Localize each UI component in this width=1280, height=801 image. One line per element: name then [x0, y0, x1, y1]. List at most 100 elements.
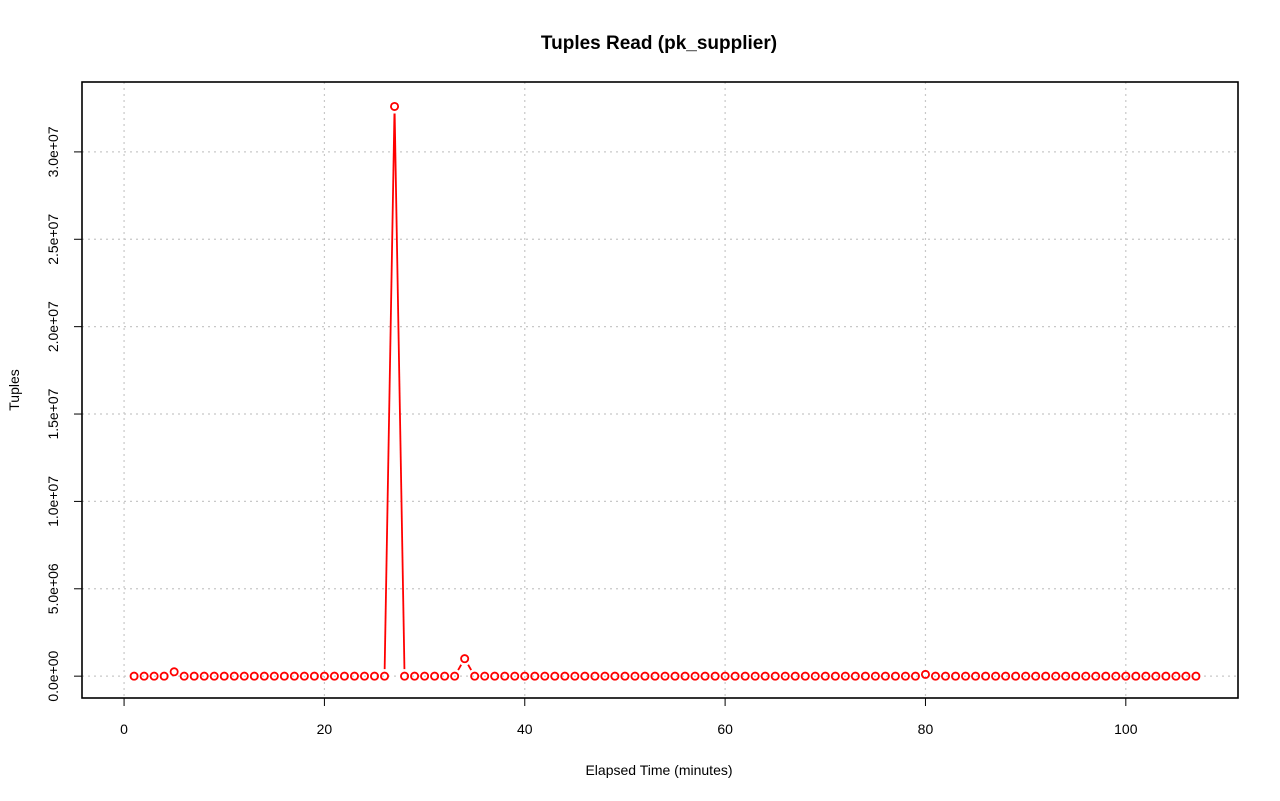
y-tick-label: 1.5e+07: [45, 388, 61, 439]
y-axis: 0.0e+00 5.0e+06 1.0e+07 1.5e+07 2.0e+07 2.5e+…: [45, 126, 83, 702]
data-point: [790, 671, 800, 681]
data-point: [650, 671, 660, 681]
data-point: [269, 671, 279, 681]
data-point: [1021, 671, 1031, 681]
data-point: [309, 671, 319, 681]
data-point: [720, 671, 730, 681]
data-series: [129, 101, 1201, 681]
data-point: [470, 671, 480, 681]
data-point: [620, 671, 630, 681]
data-point: [510, 671, 520, 681]
data-point: [209, 671, 219, 681]
data-point: [1001, 671, 1011, 681]
data-point: [1081, 671, 1091, 681]
data-point: [259, 671, 269, 681]
data-point: [319, 671, 329, 681]
series-line-segment: [383, 113, 396, 670]
data-point: [1121, 671, 1131, 681]
data-point: [930, 671, 940, 681]
data-point: [1091, 671, 1101, 681]
data-point: [660, 671, 670, 681]
data-point: [730, 671, 740, 681]
data-point: [159, 671, 169, 681]
data-point: [1071, 671, 1081, 681]
data-point: [1181, 671, 1191, 681]
data-point: [329, 671, 339, 681]
data-point: [610, 671, 620, 681]
x-axis-label: Elapsed Time (minutes): [585, 762, 732, 778]
data-point: [820, 671, 830, 681]
series-line-segment: [467, 664, 472, 671]
x-tick-label: 0: [120, 721, 128, 737]
x-tick-label: 60: [717, 721, 733, 737]
data-point: [1111, 671, 1121, 681]
data-point: [1161, 671, 1171, 681]
plot-frame: [81, 81, 1239, 699]
data-point: [1031, 671, 1041, 681]
data-point: [129, 671, 139, 681]
y-tick-label: 2.0e+07: [45, 301, 61, 352]
data-point: [870, 671, 880, 681]
data-point: [239, 671, 249, 681]
data-point: [860, 671, 870, 681]
data-point: [460, 654, 470, 664]
data-point: [600, 671, 610, 681]
y-tick-label: 3.0e+07: [45, 126, 61, 177]
data-point: [149, 671, 159, 681]
data-point: [139, 671, 149, 681]
data-point: [570, 671, 580, 681]
x-tick-label: 40: [517, 721, 533, 737]
data-point: [380, 671, 390, 681]
data-point: [840, 671, 850, 681]
data-point: [1131, 671, 1141, 681]
data-point: [940, 671, 950, 681]
data-point: [339, 671, 349, 681]
data-point: [359, 671, 369, 681]
data-point: [540, 671, 550, 681]
data-point: [580, 671, 590, 681]
series-line-segment: [457, 664, 462, 671]
x-tick-label: 20: [317, 721, 333, 737]
data-point: [1151, 671, 1161, 681]
data-point: [670, 671, 680, 681]
data-point: [640, 671, 650, 681]
data-point: [480, 671, 490, 681]
data-point: [740, 671, 750, 681]
data-point: [1101, 671, 1111, 681]
data-point: [249, 671, 259, 681]
data-point: [400, 671, 410, 681]
data-point: [420, 671, 430, 681]
data-point: [710, 671, 720, 681]
data-point: [229, 671, 239, 681]
y-tick-label: 1.0e+07: [45, 476, 61, 527]
x-axis: 0 20 40 60 80 100: [120, 697, 1138, 737]
data-point: [961, 671, 971, 681]
data-point: [920, 669, 930, 679]
data-point: [890, 671, 900, 681]
data-point: [770, 671, 780, 681]
data-point: [1061, 671, 1071, 681]
data-point: [1141, 671, 1151, 681]
data-point: [430, 671, 440, 681]
data-point: [530, 671, 540, 681]
data-point: [780, 671, 790, 681]
x-tick-label: 100: [1114, 721, 1138, 737]
data-point: [179, 671, 189, 681]
data-point: [299, 671, 309, 681]
data-point: [810, 671, 820, 681]
series-line-segment: [393, 113, 406, 670]
grid: [82, 82, 1238, 698]
data-point: [520, 671, 530, 681]
data-point: [690, 671, 700, 681]
data-point: [1041, 671, 1051, 681]
data-point: [850, 671, 860, 681]
data-point: [450, 671, 460, 681]
data-point: [590, 671, 600, 681]
data-point: [440, 671, 450, 681]
data-point: [750, 671, 760, 681]
chart-title: Tuples Read (pk_supplier): [541, 33, 777, 54]
data-point: [991, 671, 1001, 681]
data-point: [560, 671, 570, 681]
data-point: [700, 671, 710, 681]
